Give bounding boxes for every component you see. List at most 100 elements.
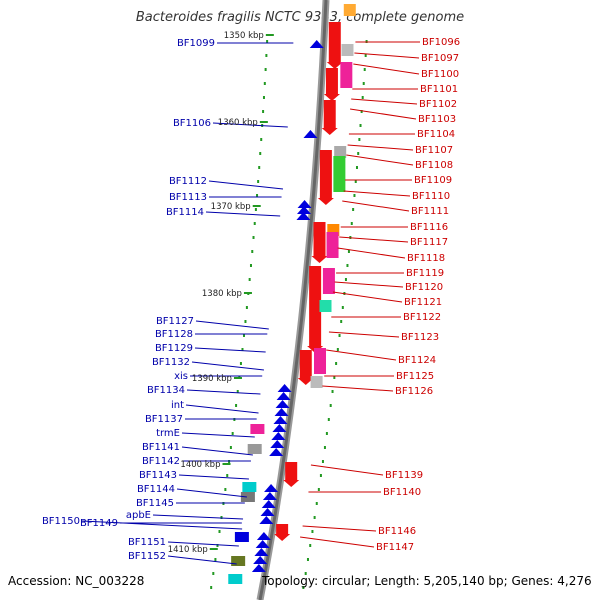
gene-block bbox=[310, 376, 323, 388]
left-gene-label: BF1113 bbox=[169, 192, 207, 203]
forward-gene bbox=[297, 200, 312, 208]
topology-text: Topology: circular; Length: 5,205,140 bp… bbox=[262, 574, 592, 588]
tick-dot bbox=[265, 54, 268, 57]
left-gene-label: BF1141 bbox=[142, 442, 180, 453]
tick-dot bbox=[347, 250, 350, 253]
reverse-gene bbox=[323, 100, 336, 128]
tick-dot bbox=[352, 208, 355, 211]
gene-block bbox=[341, 44, 354, 56]
left-gene-label: BF1099 bbox=[177, 38, 215, 49]
reverse-gene-arrow bbox=[326, 62, 343, 69]
left-gene-label: BF1112 bbox=[169, 176, 207, 187]
tick-dot bbox=[254, 208, 257, 211]
reverse-gene-arrow bbox=[297, 378, 314, 385]
reverse-gene bbox=[309, 266, 322, 346]
tick-dot bbox=[229, 446, 232, 449]
kbp-label: 1400 kbp bbox=[180, 460, 220, 470]
gene-block bbox=[231, 556, 246, 566]
left-gene-label: BF1145 bbox=[136, 498, 174, 509]
tick-dot bbox=[344, 278, 347, 281]
tick-dot bbox=[338, 334, 341, 337]
right-gene-label: BF1147 bbox=[376, 542, 414, 553]
forward-gene bbox=[297, 206, 312, 214]
gene-block bbox=[228, 574, 243, 584]
reverse-gene-arrow bbox=[321, 128, 338, 135]
left-gene-label: BF1127 bbox=[156, 316, 194, 327]
right-gene-label: BF1139 bbox=[385, 470, 423, 481]
reverse-gene-arrow bbox=[283, 480, 300, 487]
tick-dot bbox=[364, 54, 367, 57]
right-gene-label: BF1123 bbox=[401, 332, 439, 343]
accession-text: Accession: NC_003228 bbox=[8, 574, 145, 588]
forward-gene bbox=[275, 400, 290, 408]
tick-dot bbox=[333, 376, 336, 379]
gene-block bbox=[319, 300, 332, 312]
tick-dot bbox=[336, 348, 339, 351]
tick-dot bbox=[224, 488, 227, 491]
tick-dot bbox=[263, 82, 266, 85]
tick-dot bbox=[362, 82, 365, 85]
tick-dot bbox=[262, 110, 265, 113]
right-gene-label: BF1100 bbox=[421, 69, 459, 80]
tick-dot bbox=[313, 516, 316, 519]
tick-dot bbox=[235, 404, 238, 407]
tick-dot bbox=[327, 418, 330, 421]
tick-dot bbox=[241, 348, 244, 351]
left-gene-label: BF1150 bbox=[42, 516, 80, 527]
left-gene-label: BF1132 bbox=[152, 357, 190, 368]
gene-block bbox=[322, 268, 335, 294]
gene-labels: BF1099 BF1106 BF1112 BF1113 BF1114 BF1127 BF11… bbox=[42, 37, 460, 562]
right-leader bbox=[353, 63, 420, 75]
right-gene-label: BF1126 bbox=[395, 386, 433, 397]
left-leader bbox=[152, 514, 244, 520]
right-gene-label: BF1110 bbox=[412, 191, 450, 202]
left-leader bbox=[208, 180, 284, 190]
tick-dot bbox=[231, 432, 234, 435]
right-gene-label: BF1109 bbox=[414, 175, 452, 186]
right-gene-label: BF1124 bbox=[398, 355, 436, 366]
kbp-tick bbox=[259, 121, 268, 123]
tick-dot bbox=[319, 474, 322, 477]
right-leader bbox=[337, 247, 406, 259]
forward-gene bbox=[269, 448, 284, 456]
forward-gene bbox=[270, 440, 285, 448]
kbp-tick bbox=[222, 463, 231, 465]
tick-dot bbox=[340, 320, 343, 323]
tick-dot bbox=[226, 474, 229, 477]
gene-features bbox=[228, 4, 356, 584]
map-title: Bacteroides fragilis NCTC 9343, complete… bbox=[135, 10, 465, 25]
left-gene-label: BF1128 bbox=[155, 329, 193, 340]
tick-dot bbox=[353, 194, 356, 197]
left-leader bbox=[167, 541, 239, 547]
right-leader bbox=[342, 200, 410, 212]
gene-block bbox=[340, 62, 353, 88]
left-leader bbox=[191, 361, 265, 371]
tick-dot bbox=[306, 558, 309, 561]
reverse-gene bbox=[328, 22, 341, 62]
right-leader bbox=[347, 144, 414, 151]
tick-dot bbox=[218, 530, 221, 533]
kbp-label: 1380 kbp bbox=[202, 289, 242, 299]
left-gene-label: BF1114 bbox=[166, 207, 204, 218]
tick-dot bbox=[323, 446, 326, 449]
gene-block bbox=[234, 532, 249, 542]
tick-dot bbox=[239, 362, 242, 365]
right-gene-label: BF1102 bbox=[419, 99, 457, 110]
tick-dot bbox=[214, 558, 217, 561]
reverse-gene bbox=[276, 524, 289, 534]
left-leader bbox=[181, 446, 253, 456]
tick-dot bbox=[259, 152, 262, 155]
gene-block bbox=[334, 146, 347, 158]
forward-gene bbox=[262, 492, 277, 500]
tick-dot bbox=[311, 530, 314, 533]
gene-block bbox=[250, 424, 265, 434]
left-leader bbox=[81, 520, 243, 530]
tick-dot bbox=[242, 334, 245, 337]
reverse-gene bbox=[325, 68, 338, 94]
forward-gene bbox=[253, 556, 268, 564]
tick-dot bbox=[331, 390, 334, 393]
right-gene-label: BF1096 bbox=[422, 37, 460, 48]
left-gene-label: BF1151 bbox=[128, 537, 166, 548]
right-leader bbox=[343, 190, 411, 197]
gene-block bbox=[333, 156, 346, 192]
